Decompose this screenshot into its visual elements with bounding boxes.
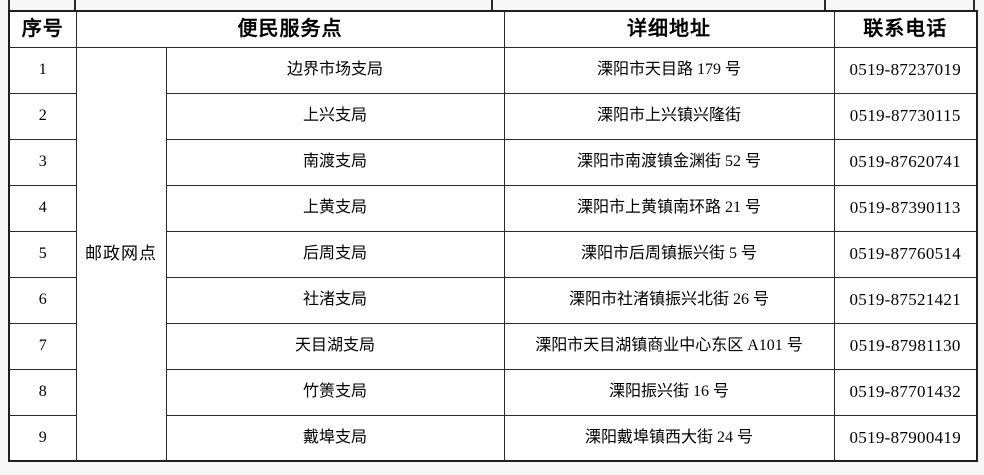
- table-row: 7 天目湖支局 溧阳市天目湖镇商业中心东区 A101 号 0519-879811…: [8, 322, 978, 370]
- table-header: 序号 便民服务点 详细地址 联系电话: [8, 10, 978, 48]
- header-address: 详细地址: [503, 10, 835, 48]
- gridline-stub: [491, 0, 493, 11]
- gridline-stub: [8, 0, 10, 11]
- address-cell: 溧阳市后周镇振兴街 5 号: [503, 230, 835, 278]
- address-cell: 溧阳戴埠镇西大街 24 号: [503, 414, 835, 462]
- branch-cell: 社渚支局: [165, 276, 505, 324]
- table-row: 4 上黄支局 溧阳市上黄镇南环路 21 号 0519-87390113: [8, 184, 978, 232]
- service-points-table: 序号 便民服务点 详细地址 联系电话 1 邮政网点 边界市场支局 溧阳市天目路 …: [8, 10, 978, 462]
- group-cell-postal-outlets: 邮政网点: [75, 46, 167, 462]
- phone-cell: 0519-87620741: [833, 138, 978, 186]
- table-row: 1 邮政网点 边界市场支局 溧阳市天目路 179 号 0519-87237019: [8, 46, 978, 462]
- seq-cell: 7: [8, 322, 77, 370]
- seq-cell: 2: [8, 92, 77, 140]
- table-row: 8 竹箦支局 溧阳振兴街 16 号 0519-87701432: [8, 368, 978, 416]
- phone-cell: 0519-87730115: [833, 92, 978, 140]
- seq-cell: 9: [8, 414, 77, 462]
- table-row: 9 戴埠支局 溧阳戴埠镇西大街 24 号 0519-87900419: [8, 414, 978, 462]
- phone-cell: 0519-87900419: [833, 414, 978, 462]
- phone-cell: 0519-87390113: [833, 184, 978, 232]
- address-cell: 溧阳市社渚镇振兴北街 26 号: [503, 276, 835, 324]
- header-seq: 序号: [8, 10, 77, 48]
- address-cell: 溧阳振兴街 16 号: [503, 368, 835, 416]
- seq-cell: 6: [8, 276, 77, 324]
- gridline-stub: [74, 0, 76, 11]
- branch-cell: 上黄支局: [165, 184, 505, 232]
- gridline-stub: [824, 0, 826, 11]
- seq-cell: 1: [8, 46, 77, 94]
- branch-cell: 戴埠支局: [165, 414, 505, 462]
- branch-cell: 天目湖支局: [165, 322, 505, 370]
- header-service-point: 便民服务点: [75, 10, 505, 48]
- branch-cell: 上兴支局: [165, 92, 505, 140]
- phone-cell: 0519-87701432: [833, 368, 978, 416]
- table-row: 6 社渚支局 溧阳市社渚镇振兴北街 26 号 0519-87521421: [8, 276, 978, 324]
- branch-cell: 南渡支局: [165, 138, 505, 186]
- table-body: 1 邮政网点 边界市场支局 溧阳市天目路 179 号 0519-87237019…: [8, 46, 978, 462]
- seq-cell: 4: [8, 184, 77, 232]
- address-cell: 溧阳市天目湖镇商业中心东区 A101 号: [503, 322, 835, 370]
- table-row: 2 上兴支局 溧阳市上兴镇兴隆街 0519-87730115: [8, 92, 978, 140]
- branch-cell: 边界市场支局: [165, 46, 505, 94]
- table-row: 3 南渡支局 溧阳市南渡镇金渊街 52 号 0519-87620741: [8, 138, 978, 186]
- header-row: 序号 便民服务点 详细地址 联系电话: [8, 10, 978, 48]
- phone-cell: 0519-87981130: [833, 322, 978, 370]
- table-row: 5 后周支局 溧阳市后周镇振兴街 5 号 0519-87760514: [8, 230, 978, 278]
- header-phone: 联系电话: [833, 10, 978, 48]
- phone-cell: 0519-87521421: [833, 276, 978, 324]
- branch-cell: 竹箦支局: [165, 368, 505, 416]
- phone-cell: 0519-87760514: [833, 230, 978, 278]
- address-cell: 溧阳市上兴镇兴隆街: [503, 92, 835, 140]
- address-cell: 溧阳市天目路 179 号: [503, 46, 835, 94]
- address-cell: 溧阳市上黄镇南环路 21 号: [503, 184, 835, 232]
- seq-cell: 8: [8, 368, 77, 416]
- address-cell: 溧阳市南渡镇金渊街 52 号: [503, 138, 835, 186]
- phone-cell: 0519-87237019: [833, 46, 978, 94]
- seq-cell: 5: [8, 230, 77, 278]
- gridline-stub: [973, 0, 975, 11]
- branch-cell: 后周支局: [165, 230, 505, 278]
- seq-cell: 3: [8, 138, 77, 186]
